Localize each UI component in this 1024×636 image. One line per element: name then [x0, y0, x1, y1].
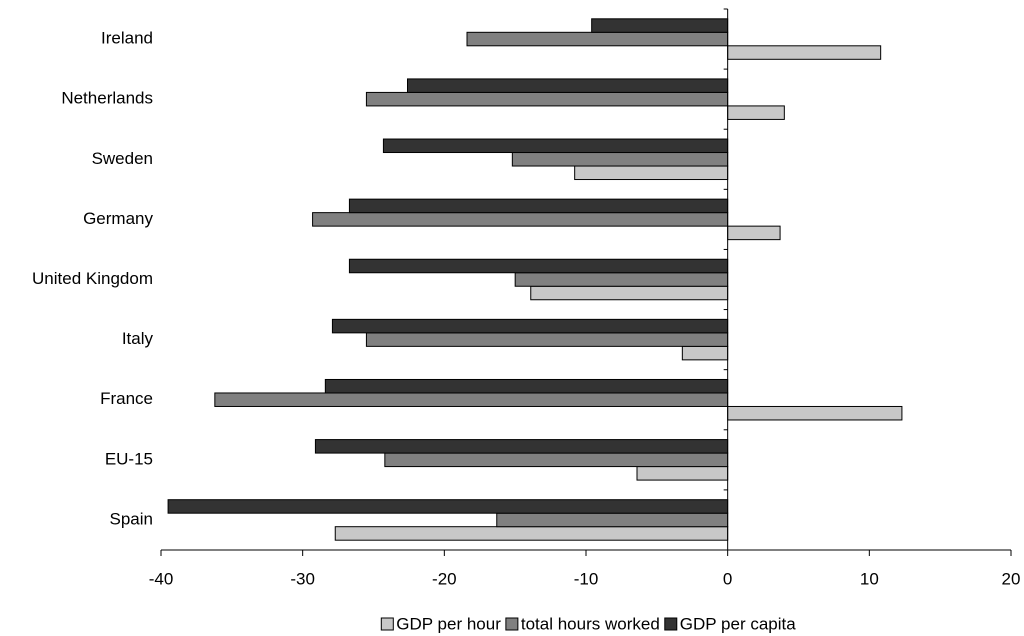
x-tick-label: -20: [432, 569, 457, 588]
x-tick-label: 20: [1002, 569, 1021, 588]
x-tick-label: 0: [723, 569, 732, 588]
y-tick-label: France: [100, 389, 153, 408]
bar: [530, 285, 729, 301]
bar: [681, 345, 729, 361]
bar: [384, 452, 729, 468]
legend: GDP per hour total hours worked GDP per ca…: [380, 614, 796, 633]
bar: [348, 198, 729, 214]
bar: [167, 499, 729, 514]
x-tick-label: -30: [290, 569, 315, 588]
bar: [727, 405, 903, 421]
x-tick-label: -10: [574, 569, 599, 588]
bar: [591, 18, 729, 33]
bar: [407, 78, 729, 93]
bar: [727, 225, 781, 241]
bar: [314, 439, 729, 454]
bar: [312, 212, 729, 227]
x-tick-label: -40: [149, 569, 174, 588]
y-tick-label: Italy: [122, 329, 154, 348]
bar: [365, 332, 729, 347]
y-tick-label: Ireland: [101, 29, 153, 48]
bar: [574, 165, 729, 181]
bar: [496, 512, 729, 528]
legend-label: total hours worked: [521, 614, 660, 633]
bar: [334, 526, 729, 541]
bar: [324, 378, 729, 394]
y-tick-label: Sweden: [92, 149, 153, 168]
y-tick-label: Spain: [110, 509, 153, 528]
bar: [214, 392, 729, 407]
bar: [514, 272, 729, 287]
y-tick-label: United Kingdom: [32, 269, 153, 288]
legend-label: GDP per capita: [680, 614, 796, 633]
bar: [636, 466, 729, 481]
bar: [466, 31, 729, 47]
legend-swatch: [664, 617, 678, 631]
y-tick-label: EU-15: [105, 449, 153, 468]
legend-label: GDP per hour: [396, 614, 501, 633]
bar: [382, 138, 729, 154]
y-tick-label: Germany: [83, 209, 153, 228]
bar: [511, 152, 729, 167]
legend-swatch: [380, 617, 394, 631]
y-tick-label: Netherlands: [61, 89, 153, 108]
x-tick-label: 10: [860, 569, 879, 588]
bar: [348, 258, 729, 274]
bar: [727, 45, 882, 60]
bar: [331, 318, 729, 334]
bar: [727, 105, 785, 120]
legend-swatch: [505, 617, 519, 631]
bar: [365, 91, 729, 107]
